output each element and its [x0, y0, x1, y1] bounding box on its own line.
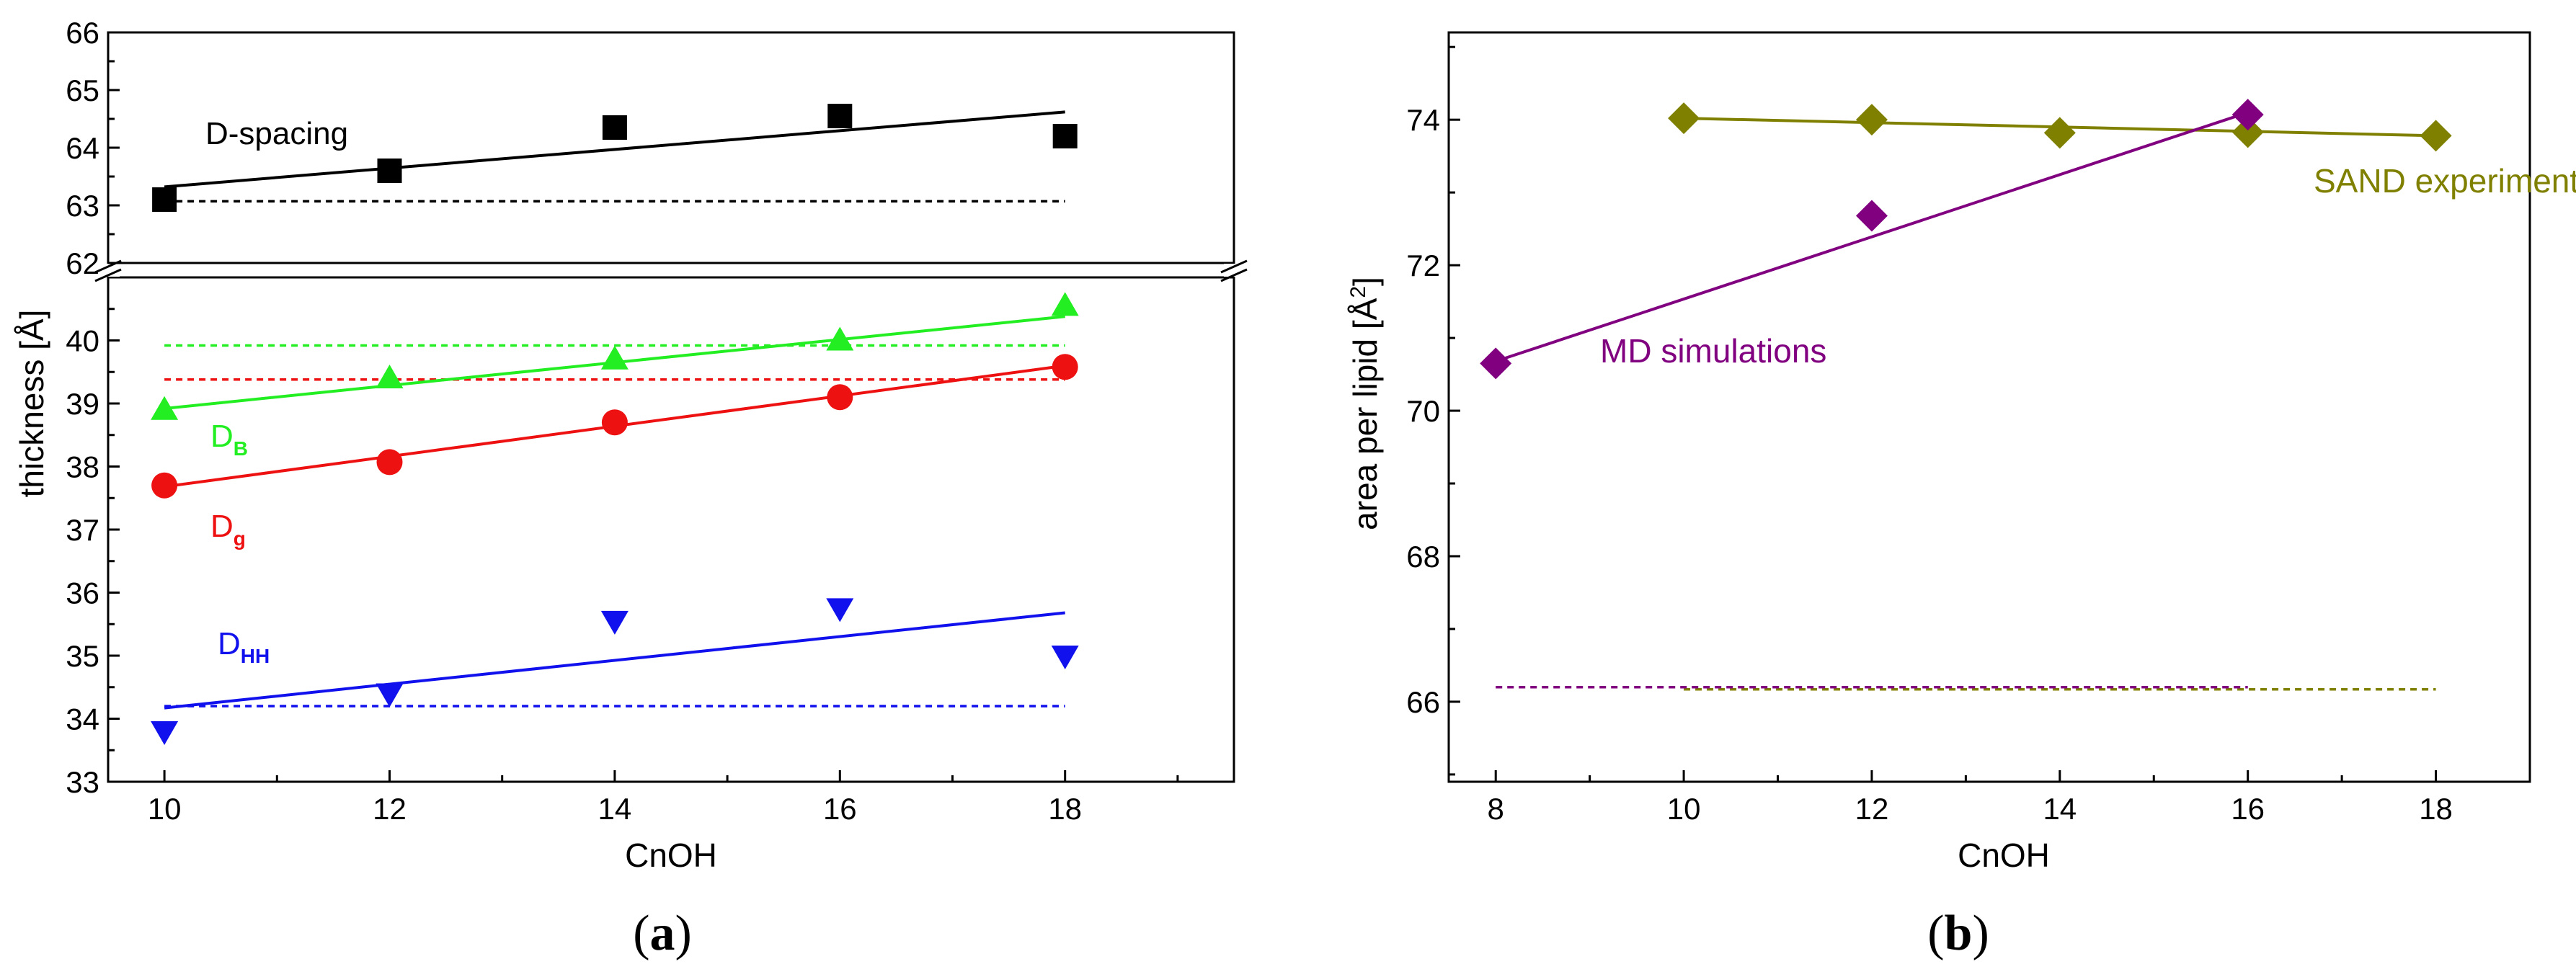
y-tick-label: 66	[66, 16, 99, 50]
x-tick-label: 8	[1488, 792, 1504, 826]
db-point	[826, 326, 854, 351]
x-tick-label: 16	[2231, 792, 2265, 826]
label-db: DB	[210, 419, 248, 460]
md-simulations-point	[1855, 200, 1888, 232]
x-tick-label: 18	[2419, 792, 2453, 826]
dg-point	[827, 384, 853, 411]
sand-experiment-point	[2231, 116, 2264, 148]
db-point	[1051, 292, 1079, 316]
label-md-simulations: MD simulations	[1600, 332, 1826, 370]
d-spacing-point	[152, 187, 177, 212]
d-spacing-point	[377, 159, 402, 183]
y-tick-label: 74	[1406, 103, 1440, 137]
panel-a-caption: (a)	[633, 906, 692, 961]
md-simulations-fit-line	[1495, 111, 2249, 363]
dhh-point	[1051, 646, 1079, 669]
y-tick-label: 72	[1406, 249, 1440, 282]
d-spacing-fit-line	[164, 110, 1065, 189]
panel-a-xlabel: CnOH	[625, 837, 717, 874]
panel-a-chart: 10 12 14 16 18 62 63 64 65 66 33 34 35 36 37 38 39 40 D-s…	[13, 16, 1248, 961]
x-tick-label: 10	[148, 792, 182, 826]
y-tick-label: 38	[66, 450, 99, 484]
x-tick-label: 18	[1048, 792, 1082, 826]
panel-b-caption: (b)	[1927, 906, 1989, 961]
y-tick-label: 36	[66, 576, 99, 610]
y-tick-label: 37	[66, 513, 99, 547]
d-spacing-point	[1052, 124, 1078, 148]
db-point	[376, 365, 404, 388]
md-simulations-point	[1480, 347, 1512, 380]
y-tick-label: 70	[1406, 394, 1440, 428]
label-dg: Dg	[210, 509, 246, 550]
panel-b-ylabel: area per lipid [Å2]	[1346, 277, 1384, 530]
panel-b-chart: 8 10 12 14 16 18 66 68 70 72 74 SAND experiment MD…	[1346, 31, 2576, 961]
label-d-spacing: D-spacing	[205, 116, 348, 151]
db-point	[151, 396, 179, 420]
dhh-fit-line	[164, 611, 1065, 710]
y-tick-label: 68	[1406, 540, 1440, 574]
y-tick-label: 62	[66, 246, 99, 280]
x-tick-label: 10	[1667, 792, 1701, 826]
db-point	[600, 345, 629, 370]
dhh-point	[376, 683, 404, 708]
x-tick-label: 14	[598, 792, 632, 826]
panel-a-axis-break-right	[1220, 259, 1248, 282]
x-tick-label: 12	[1855, 792, 1889, 826]
dhh-point	[151, 721, 179, 745]
sand-experiment-point	[1668, 102, 1700, 135]
panel-b-reference-lines	[1496, 685, 2436, 691]
dhh-point	[600, 610, 629, 635]
panel-a-ylabel: thickness [Å]	[13, 310, 50, 498]
y-tick-label: 63	[66, 189, 99, 223]
y-tick-label: 40	[66, 324, 99, 358]
y-tick-label: 66	[1406, 685, 1440, 719]
x-tick-label: 12	[373, 792, 407, 826]
label-sand-experiment: SAND experiment	[2314, 162, 2576, 200]
d-spacing-point	[827, 104, 853, 128]
dg-point	[601, 409, 628, 436]
dg-point	[376, 449, 403, 476]
sand-experiment-point	[1855, 104, 1888, 136]
panel-b-ticks: 8 10 12 14 16 18 66 68 70 72 74	[1406, 45, 2453, 826]
panel-b-xlabel: CnOH	[1958, 837, 2050, 874]
dg-point	[151, 472, 178, 499]
sand-experiment-point	[2420, 120, 2452, 152]
y-tick-label: 65	[66, 73, 99, 107]
panel-a-markers	[151, 104, 1079, 745]
y-tick-label: 33	[66, 765, 99, 799]
y-tick-label: 64	[66, 131, 99, 165]
panel-b-fit-lines	[1495, 111, 2436, 363]
panel-b-markers	[1480, 99, 2452, 380]
y-tick-label: 35	[66, 639, 99, 673]
panel-b-frame	[1447, 31, 2531, 783]
panel-a-reference-lines	[164, 200, 1065, 708]
md-simulations-point	[2231, 99, 2264, 131]
x-tick-label: 14	[2043, 792, 2077, 826]
dg-point	[1052, 354, 1078, 380]
sand-experiment-point	[2043, 117, 2076, 149]
x-tick-label: 16	[823, 792, 857, 826]
label-dhh: DHH	[218, 626, 270, 667]
panel-a-ticks: 10 12 14 16 18 62 63 64 65 66 33 34 35 36 37 38 39 40	[66, 16, 1179, 826]
y-tick-label: 39	[66, 387, 99, 421]
y-tick-label: 34	[66, 702, 99, 736]
dhh-point	[826, 598, 854, 623]
d-spacing-point	[602, 115, 627, 140]
